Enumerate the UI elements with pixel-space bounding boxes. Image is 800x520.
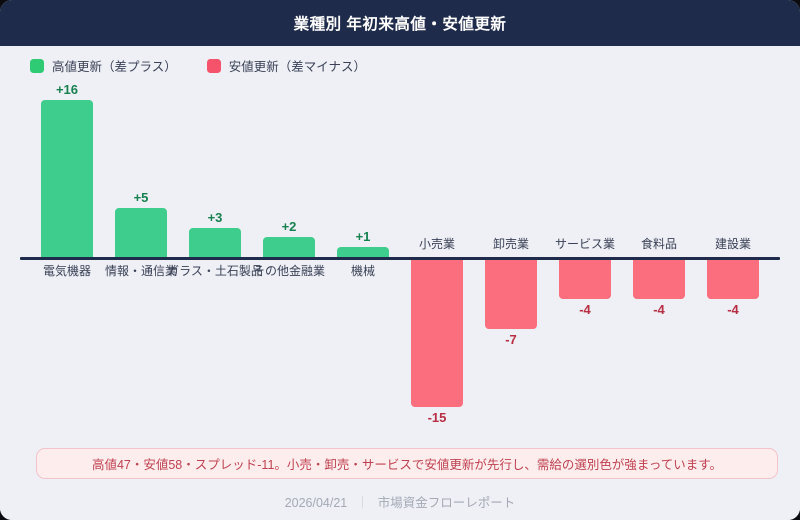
footer-source: 市場資金フローレポート [377, 496, 516, 510]
positive-bar-5 [337, 247, 389, 257]
report-body: 高値更新（差プラス） 安値更新（差マイナス） +16 電気機器 +5 情報・通信業 +3… [0, 46, 800, 520]
bar-value-label: +3 [207, 210, 223, 225]
page-title: 業種別 年初来高値・安値更新 [293, 16, 507, 33]
bar-column-1: +16 電気機器 [30, 82, 104, 435]
bar-column-5: +1 機械 [326, 85, 400, 435]
bar-value-label: -15 [427, 410, 447, 425]
bar-value-label: +16 [55, 82, 79, 97]
negative-bar-9 [633, 260, 685, 299]
bar-column-9: -4 食料品 [622, 85, 696, 435]
category-label: サービス業 [554, 237, 615, 251]
category-label: 食料品 [640, 237, 677, 251]
bar-column-4: +2 その他金融業 [252, 85, 326, 435]
bar-value-label: +1 [355, 229, 371, 244]
negative-bar-8 [559, 260, 611, 299]
bar-column-6: -15 小売業 [400, 85, 474, 435]
bar-columns: +16 電気機器 +5 情報・通信業 +3 ガラス・土石製品 +2 その他金融業 +1 機械 -15… [30, 82, 770, 435]
summary-note-text: 高値47・安値58・スプレッド-11。小売・卸売・サービスで安値更新が先行し、需… [91, 458, 723, 472]
bar-value-label: -4 [653, 302, 665, 317]
report-header: 業種別 年初来高値・安値更新 [0, 0, 800, 46]
green-swatch-icon [30, 58, 44, 73]
bar-value-label: +2 [281, 219, 297, 234]
category-label: 小売業 [418, 237, 455, 251]
positive-bar-1 [41, 100, 93, 257]
footer-separator: ｜ [356, 496, 369, 510]
positive-bar-2 [115, 208, 167, 257]
category-label: 建設業 [714, 237, 751, 251]
legend-item-highs: 高値更新（差プラス） [30, 56, 177, 75]
category-label: ガラス・土石製品 [167, 264, 263, 278]
bar-value-label: +5 [133, 190, 149, 205]
report-footer: 2026/04/21 ｜ 市場資金フローレポート [0, 492, 800, 511]
category-label: その他金融業 [252, 264, 325, 278]
legend-label-highs: 高値更新（差プラス） [52, 60, 177, 74]
positive-bar-3 [189, 228, 241, 257]
category-label: 卸売業 [492, 237, 529, 251]
bar-column-7: -7 卸売業 [474, 85, 548, 435]
legend-item-lows: 安値更新（差マイナス） [206, 56, 367, 75]
negative-bar-10 [707, 260, 759, 299]
bar-value-label: -7 [505, 332, 517, 347]
bar-column-3: +3 ガラス・土石製品 [167, 85, 263, 435]
category-label: 情報・通信業 [104, 264, 177, 278]
positive-bar-4 [263, 237, 315, 257]
bar-column-10: -4 建設業 [696, 85, 770, 435]
legend: 高値更新（差プラス） 安値更新（差マイナス） [30, 56, 366, 75]
red-swatch-icon [206, 58, 221, 73]
bar-column-2: +5 情報・通信業 [104, 85, 178, 435]
legend-label-lows: 安値更新（差マイナス） [228, 60, 367, 74]
bar-column-8: -4 サービス業 [548, 85, 622, 435]
summary-note: 高値47・安値58・スプレッド-11。小売・卸売・サービスで安値更新が先行し、需… [36, 448, 778, 479]
footer-date: 2026/04/21 [284, 496, 348, 510]
negative-bar-6 [411, 260, 463, 407]
bar-value-label: -4 [579, 302, 591, 317]
negative-bar-7 [485, 260, 537, 329]
bar-value-label: -4 [727, 302, 739, 317]
category-label: 電気機器 [42, 264, 91, 278]
category-label: 機械 [350, 264, 375, 278]
bar-chart: +16 電気機器 +5 情報・通信業 +3 ガラス・土石製品 +2 その他金融業 +1 機械 -15… [20, 82, 780, 435]
zero-axis-line [20, 257, 780, 260]
